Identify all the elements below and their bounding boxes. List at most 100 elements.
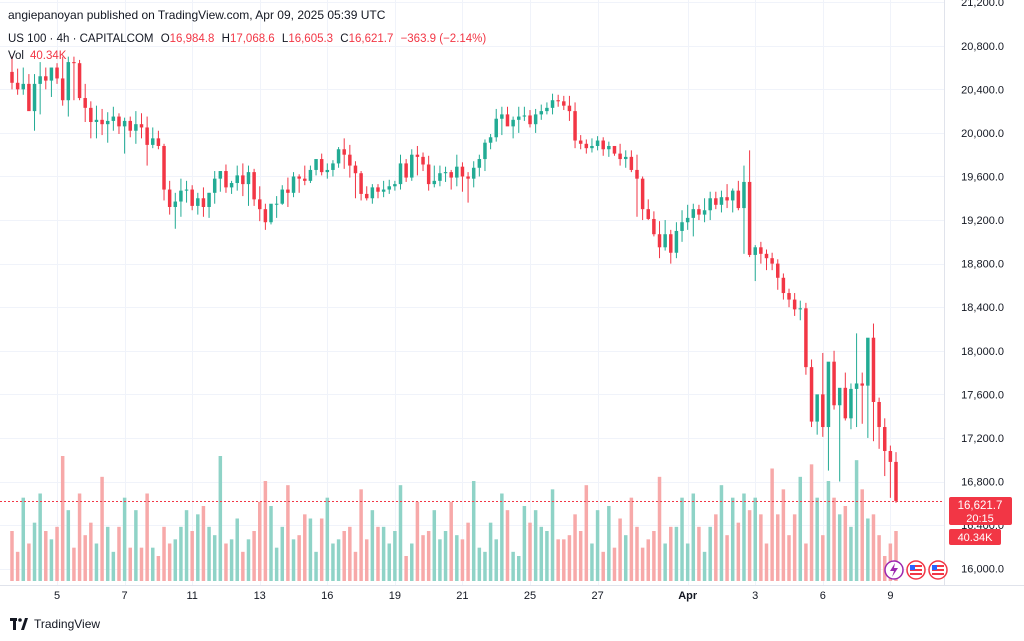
volume-bar xyxy=(674,526,679,581)
candle-body xyxy=(387,186,391,190)
candle-body xyxy=(105,120,110,125)
candle-body xyxy=(483,142,487,160)
volume-bar xyxy=(488,522,493,581)
candle-body xyxy=(38,76,42,84)
candle-body xyxy=(246,172,251,185)
tradingview-brand[interactable]: TradingView xyxy=(10,617,100,631)
candle-body xyxy=(376,187,380,192)
volume-bar xyxy=(72,547,76,581)
volume-bar xyxy=(815,497,819,581)
volume-bar xyxy=(10,531,14,581)
candle-body xyxy=(567,105,572,112)
candle-body xyxy=(364,193,369,199)
volume-bar xyxy=(443,531,448,581)
price-axis[interactable]: 16,000.016,400.016,800.017,200.017,600.0… xyxy=(961,0,1004,576)
price-tick-label: 19,600.0 xyxy=(961,172,1004,184)
volume-bar xyxy=(747,510,752,581)
candle-body xyxy=(89,107,93,123)
volume-bar xyxy=(550,489,555,581)
volume-bar xyxy=(212,535,217,581)
candle-body xyxy=(27,83,31,112)
candle-body xyxy=(415,154,420,157)
volume-bar xyxy=(719,485,724,581)
volume-bar xyxy=(348,526,352,581)
volume-bar xyxy=(736,522,741,581)
candle-body xyxy=(353,165,358,174)
candle-body xyxy=(184,189,189,191)
candle-body xyxy=(578,140,583,144)
candle-body xyxy=(618,153,622,160)
volume-bar xyxy=(173,539,178,581)
candle-body xyxy=(849,388,853,419)
candle-body xyxy=(44,76,48,81)
candle-body xyxy=(410,154,414,178)
lightning-icon[interactable] xyxy=(884,560,904,580)
time-axis[interactable]: 5 7 11 13 16 19 21 25 27 Apr 3 6 9 xyxy=(54,590,894,602)
candle-body xyxy=(455,166,459,178)
volume-bar xyxy=(246,539,251,581)
candle-body xyxy=(438,173,442,181)
tradingview-logo-icon xyxy=(10,618,28,630)
candle-body xyxy=(404,163,408,178)
candle-body xyxy=(258,199,262,210)
volume-bar xyxy=(105,526,110,581)
brand-name: TradingView xyxy=(34,617,101,631)
volume-bar xyxy=(83,535,87,581)
candle-body xyxy=(629,156,634,170)
volume-bar xyxy=(55,526,59,581)
candle-body xyxy=(100,119,104,125)
time-tick-label: 11 xyxy=(186,590,197,602)
volume-bar xyxy=(505,510,510,581)
candle-body xyxy=(556,100,560,102)
candle-body xyxy=(156,138,161,146)
low-label: L xyxy=(281,33,289,45)
volume-bar xyxy=(843,506,848,581)
volume-bar xyxy=(894,531,898,581)
volume-bar xyxy=(669,526,673,581)
volume-bar xyxy=(258,501,262,581)
candle-body xyxy=(843,387,848,419)
candle-body xyxy=(804,308,808,368)
us-flag-icon[interactable] xyxy=(928,560,948,580)
volume-bar xyxy=(252,531,256,581)
high-label: H xyxy=(221,33,230,45)
candle-body xyxy=(640,178,645,210)
close-label: C xyxy=(340,33,349,45)
candle-body xyxy=(517,116,521,120)
volume-bar xyxy=(196,514,200,581)
candle-body xyxy=(241,175,245,185)
volume-bar xyxy=(607,506,611,581)
volume-bar xyxy=(556,539,560,581)
time-tick-label: 21 xyxy=(456,590,468,602)
candle-body xyxy=(303,178,307,181)
volume-bar xyxy=(522,506,527,581)
candle-body xyxy=(235,175,239,184)
candle-body xyxy=(550,100,555,108)
candle-body xyxy=(826,361,831,428)
candle-body xyxy=(212,178,217,193)
volume-bar xyxy=(60,456,65,581)
us-flag-icon[interactable] xyxy=(906,560,926,580)
volume-bar xyxy=(139,547,144,581)
volume-bar xyxy=(15,551,20,581)
symbol-label[interactable]: US 100 · 4h · CAPITALCOM xyxy=(8,33,154,45)
volume-bar xyxy=(742,493,746,581)
volume-bar xyxy=(702,551,707,581)
volume-bar xyxy=(466,522,470,581)
volume-bar xyxy=(787,535,791,581)
volume-bar xyxy=(432,510,437,581)
volume-bar xyxy=(162,526,166,581)
price-tick-label: 17,200.0 xyxy=(961,433,1004,445)
volume-bar xyxy=(837,514,842,581)
volume-bar xyxy=(134,510,138,581)
candle-body xyxy=(443,172,448,174)
volume-bar xyxy=(184,510,189,581)
price-tick-label: 16,000.0 xyxy=(961,564,1004,576)
volume-bar xyxy=(590,543,594,581)
candle-body xyxy=(776,263,780,278)
volume-bar xyxy=(387,543,391,581)
candle-body xyxy=(370,187,375,199)
candle-body xyxy=(545,107,549,112)
volume-bar xyxy=(708,526,712,581)
